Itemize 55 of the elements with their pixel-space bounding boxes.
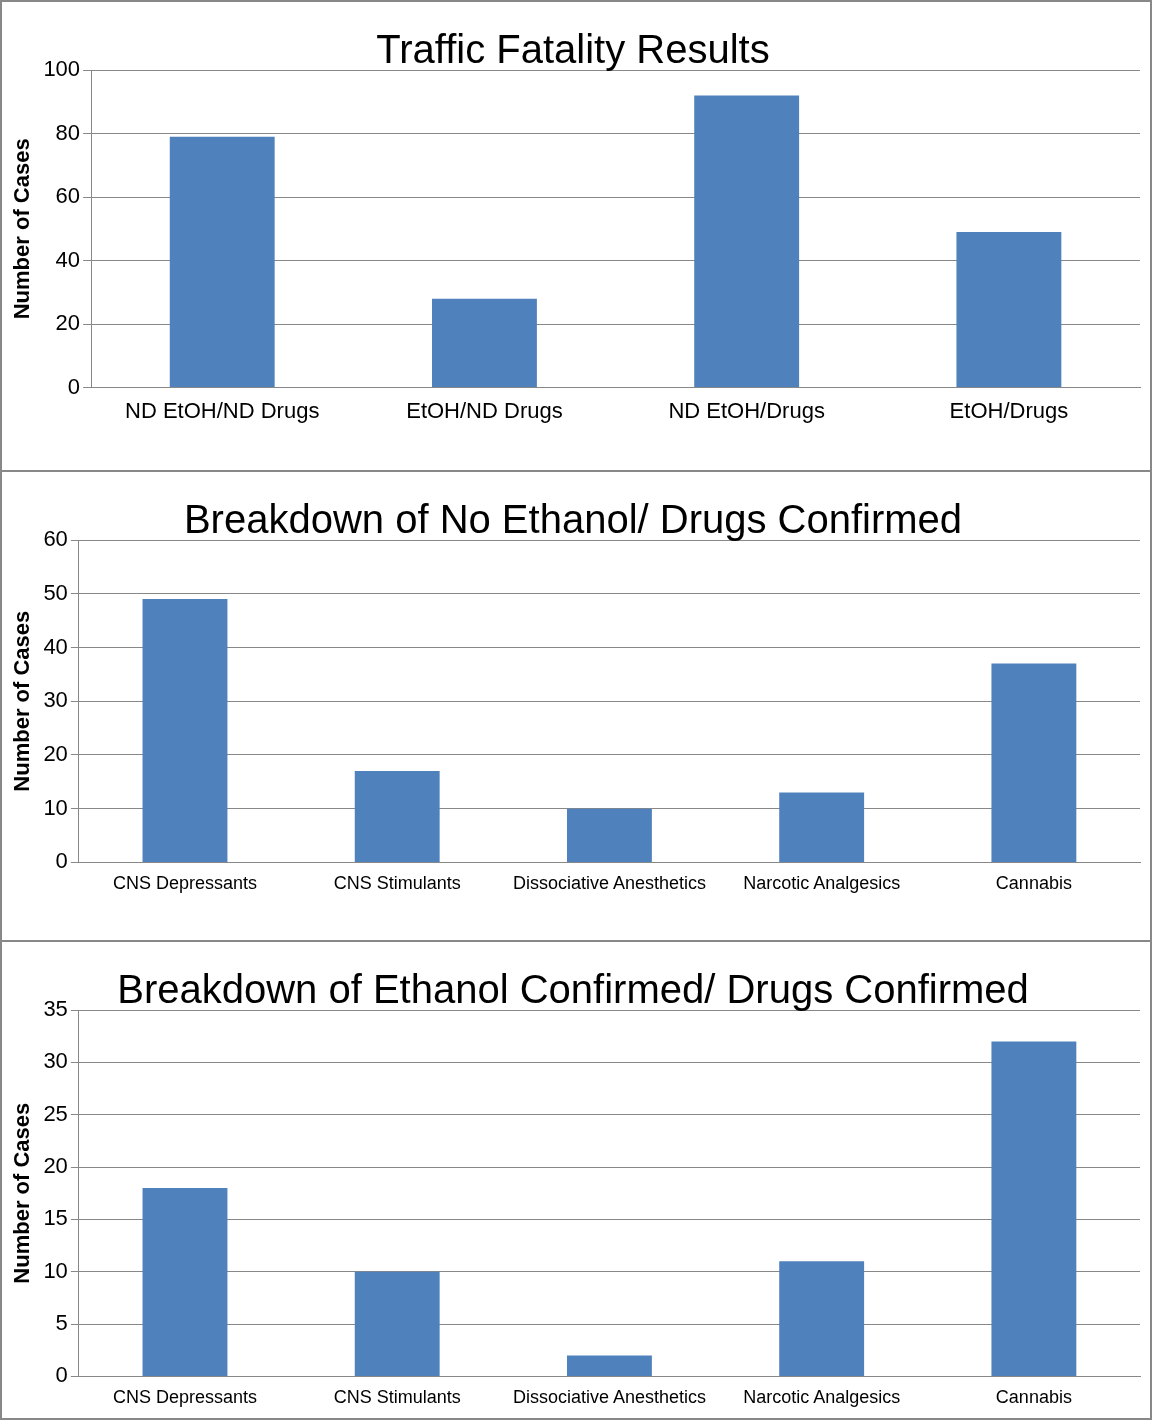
x-tick-label: Dissociative Anesthetics <box>512 1387 706 1408</box>
bar <box>566 1355 652 1376</box>
x-tick-label: CNS Depressants <box>112 1387 258 1408</box>
x-tick-label: Narcotic Analgesics <box>743 1387 901 1408</box>
x-tick-label: EtOH/Drugs <box>949 397 1069 423</box>
y-tick-label: 30 <box>43 1048 68 1074</box>
bar <box>169 136 275 388</box>
y-tick-label: 100 <box>43 56 81 82</box>
bar <box>779 1261 865 1376</box>
x-tick-label: CNS Stimulants <box>333 873 461 894</box>
bar <box>991 1041 1077 1376</box>
x-tick-label: Dissociative Anesthetics <box>512 873 706 894</box>
bar <box>956 231 1062 388</box>
bar <box>354 771 440 862</box>
bar <box>354 1271 440 1376</box>
y-tick-label: 40 <box>55 246 81 272</box>
y-axis-title: Number of Cases <box>9 138 35 320</box>
y-axis-title: Number of Cases <box>9 1102 35 1284</box>
y-axis-title: Number of Cases <box>9 610 35 792</box>
y-tick-label: 80 <box>55 119 81 145</box>
y-tick-label: 60 <box>55 183 81 209</box>
bar <box>779 792 865 862</box>
chart-title: Traffic Fatality Results <box>376 27 770 72</box>
y-tick-label: 40 <box>43 633 68 659</box>
y-tick-label: 35 <box>43 996 68 1022</box>
y-tick-label: 30 <box>43 687 68 713</box>
y-tick-label: 60 <box>43 526 68 552</box>
y-tick-label: 20 <box>43 1153 68 1179</box>
y-tick-label: 25 <box>43 1100 68 1126</box>
y-tick-label: 0 <box>55 1362 68 1388</box>
x-tick-label: Cannabis <box>995 1387 1072 1408</box>
y-tick-label: 10 <box>43 1257 68 1283</box>
x-tick-label: Cannabis <box>995 873 1072 894</box>
x-tick-label: Narcotic Analgesics <box>743 873 901 894</box>
x-tick-label: CNS Depressants <box>112 873 258 894</box>
chart-title: Breakdown of Ethanol Confirmed/ Drugs Confirmed <box>117 967 1029 1012</box>
x-tick-label: ND EtOH/ND Drugs <box>125 397 320 423</box>
y-tick-label: 15 <box>43 1205 68 1231</box>
x-tick-label: CNS Stimulants <box>333 1387 461 1408</box>
y-tick-label: 10 <box>43 794 68 820</box>
bar <box>566 808 652 862</box>
y-tick-label: 50 <box>43 579 68 605</box>
y-tick-label: 20 <box>43 741 68 766</box>
bar <box>142 1187 228 1376</box>
bar <box>694 95 800 388</box>
chart-title: Breakdown of No Ethanol/ Drugs Confirmed <box>183 497 963 542</box>
x-tick-label: EtOH/ND Drugs <box>406 397 563 423</box>
x-tick-label: ND EtOH/Drugs <box>668 397 825 423</box>
bar <box>142 599 228 862</box>
y-tick-label: 5 <box>55 1310 68 1336</box>
bar <box>991 663 1077 862</box>
y-tick-label: 0 <box>67 373 81 399</box>
y-tick-label: 20 <box>55 310 81 336</box>
bar <box>432 298 537 388</box>
y-tick-label: 0 <box>55 848 68 874</box>
